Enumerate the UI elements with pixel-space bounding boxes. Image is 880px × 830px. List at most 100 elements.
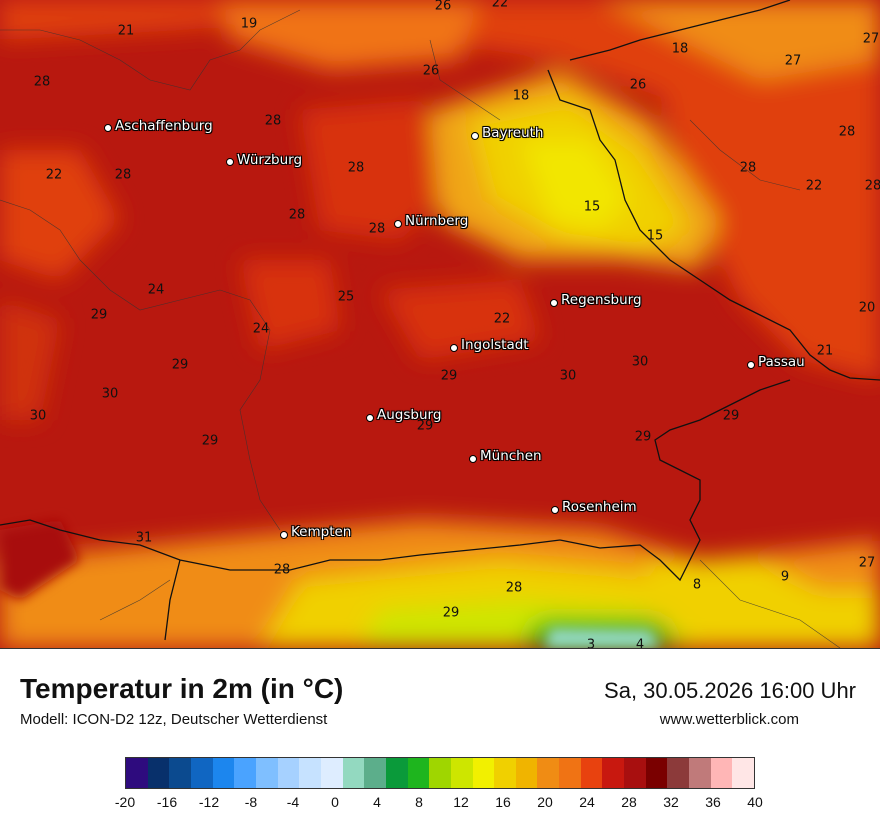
temperature-value: 29: [442, 605, 460, 621]
legend-swatch: [580, 758, 603, 788]
city-dot: [366, 414, 374, 422]
temperature-value: 18: [671, 41, 689, 57]
city-label-nuernberg: Nürnberg: [405, 213, 469, 229]
legend-tick-label: 16: [495, 794, 511, 810]
legend-swatch: [364, 758, 386, 788]
temperature-value: 27: [862, 31, 880, 47]
city-label-bayreuth: Bayreuth: [482, 125, 544, 141]
legend-swatch: [255, 758, 278, 788]
temperature-value: 28: [739, 160, 757, 176]
temperature-value: 26: [434, 0, 452, 14]
legend-swatch: [126, 758, 148, 788]
temperature-value: 22: [805, 178, 823, 194]
city-dot: [104, 124, 112, 132]
color-legend: [125, 757, 755, 789]
legend-swatch: [320, 758, 343, 788]
temperature-value: 30: [559, 368, 577, 384]
legend-swatch: [407, 758, 430, 788]
legend-swatch: [450, 758, 473, 788]
city-label-rosenheim: Rosenheim: [562, 499, 637, 515]
legend-tick-label: -4: [286, 794, 300, 810]
city-label-kempten: Kempten: [291, 524, 352, 540]
legend-tick-label: 32: [663, 794, 679, 810]
legend-swatch: [385, 758, 408, 788]
temperature-value: 28: [114, 167, 132, 183]
model-info: Modell: ICON-D2 12z, Deutscher Wetterdie…: [20, 711, 328, 728]
temperature-value: 26: [422, 63, 440, 79]
temperature-value: 15: [646, 228, 664, 244]
temperature-value: 29: [634, 429, 652, 445]
temperature-value: 30: [631, 354, 649, 370]
temperature-value: 30: [101, 386, 119, 402]
legend-tick-label: 8: [415, 794, 423, 810]
city-label-wuerzburg: Würzburg: [237, 152, 303, 168]
temperature-value: 28: [264, 113, 282, 129]
legend-tick-label: 28: [621, 794, 637, 810]
city-label-muenchen: München: [480, 448, 542, 464]
legend-tick-label: 12: [453, 794, 469, 810]
legend-swatch: [689, 758, 711, 788]
legend-swatch: [645, 758, 668, 788]
legend-swatch: [515, 758, 538, 788]
temperature-value: 27: [858, 555, 876, 571]
city-dot: [747, 361, 755, 369]
city-dot: [469, 455, 477, 463]
temperature-value: 22: [45, 167, 63, 183]
temperature-value: 18: [512, 88, 530, 104]
forecast-datetime: Sa, 30.05.2026 16:00 Uhr: [604, 678, 856, 703]
map-background: [0, 0, 880, 648]
city-dot: [394, 220, 402, 228]
legend-swatch: [429, 758, 451, 788]
temperature-value: 9: [780, 569, 790, 585]
temperature-value: 28: [505, 580, 523, 596]
temperature-value: 8: [692, 577, 702, 593]
temperature-value: 29: [201, 433, 219, 449]
city-label-passau: Passau: [758, 354, 805, 370]
temperature-value: 28: [864, 178, 880, 194]
temperature-value: 24: [147, 282, 165, 298]
legend-swatch: [190, 758, 213, 788]
temperature-map: 26 22 21 19 18 27 28 26 27 18 26 28 28 2…: [0, 0, 880, 649]
temperature-value: 25: [337, 289, 355, 305]
legend-tick-label: 4: [373, 794, 381, 810]
legend-tick-label: 40: [747, 794, 763, 810]
temperature-value: 24: [252, 321, 270, 337]
legend-swatch: [169, 758, 191, 788]
legend-tick-label: 0: [331, 794, 339, 810]
temperature-value: 22: [493, 311, 511, 327]
city-dot: [550, 299, 558, 307]
temperature-value: 28: [33, 74, 51, 90]
temperature-value: 28: [288, 207, 306, 223]
temperature-value: 28: [165, 120, 183, 136]
map-title: Temperatur in 2m (in °C): [20, 673, 344, 704]
legend-swatch: [732, 758, 755, 788]
temperature-value: 21: [816, 343, 834, 359]
temperature-value: 4: [635, 637, 645, 649]
legend-ticks: -20 -16 -12 -8 -4 0 4 8 12 16 20 24 28 32 36 40: [115, 794, 763, 814]
city-dot: [450, 344, 458, 352]
legend-swatch: [602, 758, 625, 788]
legend-tick-label: -8: [244, 794, 258, 810]
legend-swatch: [234, 758, 256, 788]
temperature-value: 19: [240, 16, 258, 32]
city-label-augsburg: Augsburg: [377, 407, 442, 423]
legend-swatch: [277, 758, 300, 788]
temperature-value: 15: [583, 199, 601, 215]
city-label-ingolstadt: Ingolstadt: [461, 337, 529, 353]
temperature-value: 29: [90, 307, 108, 323]
city-dot: [471, 132, 479, 140]
website-link[interactable]: www.wetterblick.com: [659, 711, 799, 728]
legend-swatch: [494, 758, 516, 788]
legend-swatch: [667, 758, 690, 788]
legend-tick-label: 36: [705, 794, 721, 810]
legend-swatch: [342, 758, 365, 788]
temperature-value: 28: [273, 562, 291, 578]
city-label-regensburg: Regensburg: [561, 292, 642, 308]
legend-tick-label: -12: [198, 794, 220, 810]
city-label-aschaffenburg: Aschaffenburg: [115, 118, 213, 134]
legend-swatch: [212, 758, 235, 788]
temperature-value: 28: [347, 160, 365, 176]
legend-tick-label: -16: [156, 794, 178, 810]
legend-tick-label: -20: [114, 794, 136, 810]
legend-swatch: [472, 758, 495, 788]
